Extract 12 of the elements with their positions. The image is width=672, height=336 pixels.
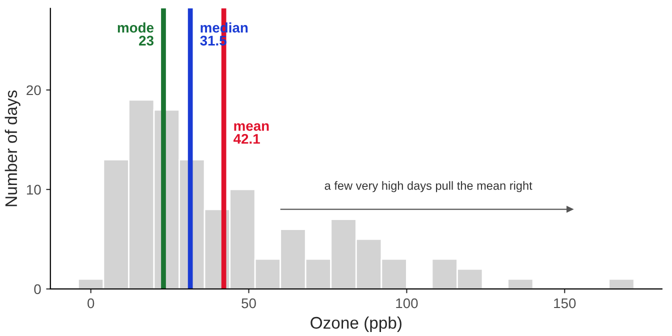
y-axis-title: Number of days [4,90,20,206]
x-tick-label: 50 [242,298,256,308]
x-axis-title: Ozone (ppb) [310,316,402,332]
y-tick-label: 0 [34,284,41,294]
ref-line-label: mode 23 [118,22,154,46]
x-tick-label: 150 [554,298,576,308]
x-tick-label: 0 [88,298,94,308]
ref-line-label: mean 42.1 [234,123,269,144]
annotation: a few very high days pull the mean right [324,181,532,192]
y-tick-label: 10 [26,184,41,195]
y-tick-label: 20 [26,85,41,96]
x-tick-label: 100 [396,298,418,308]
